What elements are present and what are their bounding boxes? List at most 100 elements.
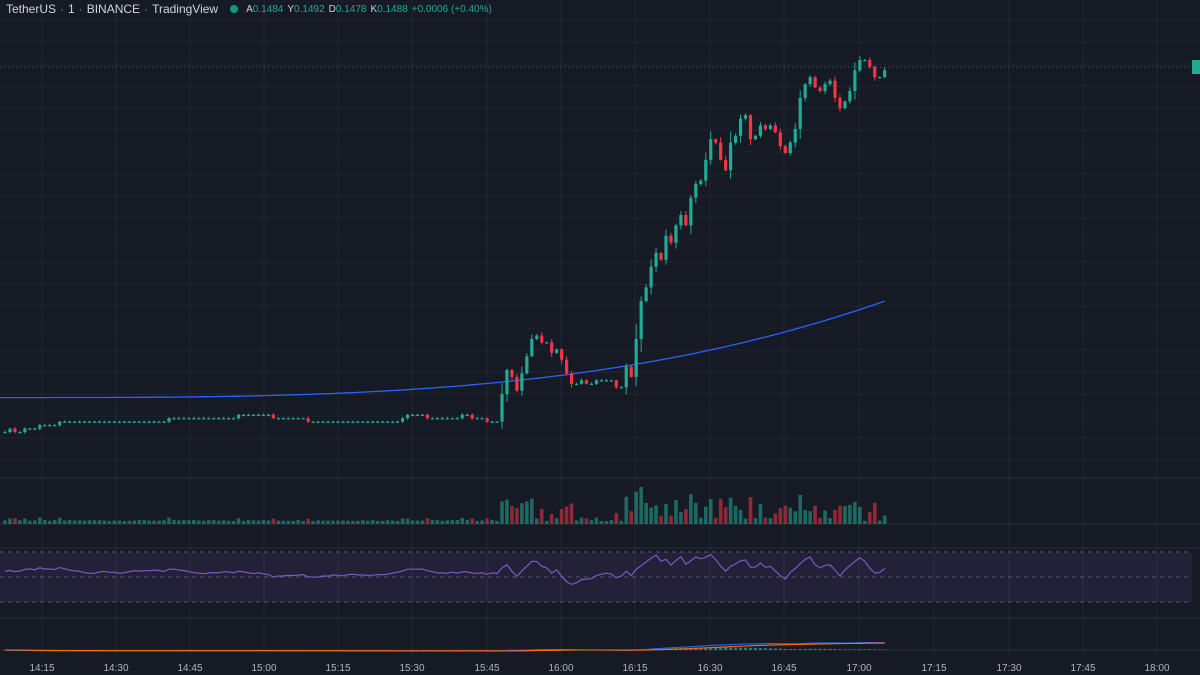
volume-bar (202, 520, 206, 524)
volume-bar (28, 520, 32, 524)
candle-body (246, 414, 251, 416)
volume-bar (773, 513, 778, 524)
volume-bar (331, 520, 335, 524)
last-price-marker (1192, 60, 1200, 74)
volume-bar (311, 520, 315, 524)
volume-bar (291, 520, 296, 524)
volume-bar (221, 520, 226, 524)
candle-body (142, 421, 146, 423)
macd-histogram-bar (510, 649, 514, 651)
volume-bar (162, 520, 166, 524)
candle-body (843, 101, 847, 109)
candle-body (127, 421, 131, 423)
candle-body (629, 366, 633, 377)
volume-bar (400, 518, 405, 524)
candle-body (495, 421, 499, 423)
candle-body (43, 425, 47, 427)
macd-histogram-bar (425, 650, 430, 651)
market-status-icon[interactable] (230, 5, 239, 13)
volume-bar (356, 520, 360, 524)
x-tick-label: 17:15 (921, 663, 946, 674)
macd-histogram-bar (500, 650, 504, 651)
volume-bar (385, 520, 390, 524)
volume-bar (286, 520, 291, 524)
candle-body (853, 70, 857, 91)
volume-bar (440, 520, 445, 524)
volume-bar (450, 520, 455, 524)
candle-body (306, 418, 310, 422)
macd-histogram-bar (709, 647, 713, 650)
candle-body (500, 394, 504, 422)
volume-bar (276, 520, 281, 524)
candle-body (132, 421, 136, 423)
candle-body (435, 418, 439, 420)
high-value: 0.1492 (294, 3, 325, 15)
macd-histogram-bar (405, 650, 410, 651)
macd-histogram-bar (863, 649, 867, 650)
candle-body (271, 414, 275, 419)
volume-bar (753, 518, 758, 524)
macd-histogram-bar (808, 648, 812, 650)
macd-histogram-bar (848, 649, 852, 650)
x-tick-label: 17:00 (846, 663, 871, 674)
candle-body (490, 421, 494, 423)
volume-bar (341, 520, 345, 524)
symbol-name[interactable]: TetherUS (6, 2, 57, 16)
volume-bar (723, 507, 728, 524)
volume-bar (525, 501, 529, 524)
candle-body (505, 370, 509, 395)
volume-bar (251, 520, 256, 524)
x-tick-label: 15:45 (474, 663, 499, 674)
candle-body (689, 197, 693, 226)
candle-body (604, 380, 608, 382)
volume-bar (694, 502, 698, 524)
candle-body (346, 421, 350, 423)
candle-body (92, 421, 97, 423)
volume-bar (654, 505, 658, 524)
volume-bar (321, 520, 325, 524)
volume-bar (152, 520, 156, 524)
candle-body (748, 115, 753, 140)
candle-body (803, 84, 807, 98)
volume-bar (614, 512, 619, 524)
candle-body (445, 418, 449, 420)
macd-histogram-bar (803, 648, 807, 650)
candle-body (420, 414, 425, 416)
volume-bar (67, 519, 72, 524)
volume-bar (112, 520, 117, 524)
x-tick-label: 14:30 (103, 663, 128, 674)
macd-histogram-bar (704, 647, 708, 650)
candle-body (724, 159, 728, 171)
candle-body (351, 421, 355, 423)
candle-body (107, 421, 111, 423)
volume-bar (867, 511, 872, 524)
volume-bar (18, 520, 22, 524)
volume-bar (818, 517, 822, 524)
candle-body (117, 421, 121, 423)
volume-bar (579, 517, 584, 524)
macd-histogram-bar (415, 650, 420, 651)
candle-body (550, 342, 554, 353)
candle-body (197, 418, 201, 420)
volume-bar (689, 494, 693, 524)
candle-body (137, 421, 141, 423)
candle-body (286, 418, 290, 420)
volume-bar (828, 517, 832, 524)
macd-histogram-bar (495, 650, 499, 651)
volume-bar (187, 520, 191, 524)
volume-bar (664, 503, 668, 524)
candle-body (589, 383, 594, 385)
macd-histogram-bar (793, 649, 797, 650)
candle-body (147, 421, 151, 423)
low-label: D (328, 3, 336, 15)
candle-body (545, 342, 549, 344)
volume-bar (853, 501, 857, 524)
candle-body (236, 414, 241, 419)
volume-bar (82, 520, 87, 524)
interval[interactable]: 1 (68, 2, 75, 16)
candle-body (530, 339, 534, 357)
volume-bar (798, 495, 802, 524)
volume-bar (415, 520, 420, 524)
volume-bar (669, 515, 673, 524)
